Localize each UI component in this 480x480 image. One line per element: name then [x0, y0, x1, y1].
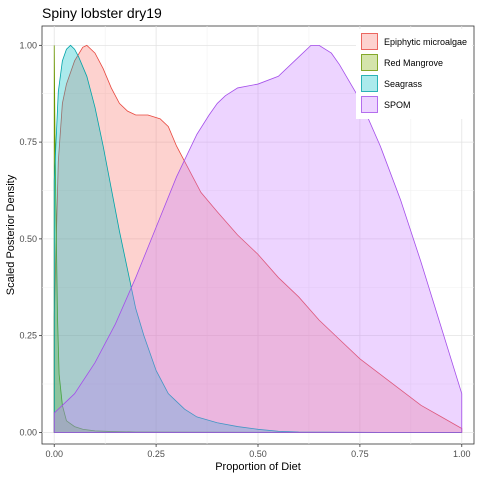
legend: Epiphytic microalgae Red Mangrove Seagrass… — [356, 29, 472, 119]
legend-key-spom — [361, 96, 378, 113]
y-tick-label: 0.25 — [19, 331, 37, 341]
legend-key-bg — [361, 54, 378, 71]
legend-key-bg — [361, 75, 378, 92]
x-tick-label: 0.25 — [147, 449, 165, 459]
x-tick-label: 1.00 — [453, 449, 471, 459]
legend-key-red-mangrove — [361, 54, 378, 71]
x-tick-label: 0.00 — [45, 449, 63, 459]
density-areas — [53, 44, 463, 433]
legend-key-bg — [361, 33, 378, 50]
x-tick-label: 0.50 — [249, 449, 267, 459]
y-tick-label: 0.00 — [19, 427, 37, 437]
y-axis-title: Scaled Posterior Density — [5, 174, 17, 295]
density-area-epiphytic-microalgae — [53, 44, 463, 433]
x-tick-label: 0.75 — [351, 449, 369, 459]
legend-key-seagrass — [361, 75, 378, 92]
x-axis-title: Proportion of Diet — [215, 461, 301, 473]
axis-layer: 0.00 0.25 0.50 0.75 1.00 0.00 0.25 0.50 0.75 1.00 — [19, 40, 470, 459]
legend-label-seagrass: Seagrass — [384, 79, 423, 89]
legend-key-epiphytic-microalgae — [361, 33, 378, 50]
chart-title: Spiny lobster dry19 — [42, 5, 162, 21]
y-tick-label: 1.00 — [19, 40, 37, 50]
density-area-spom — [53, 44, 463, 433]
density-area-seagrass — [53, 44, 462, 433]
legend-label-spom: SPOM — [384, 100, 411, 110]
y-tick-label: 0.50 — [19, 234, 37, 244]
legend-key-bg — [361, 96, 378, 113]
legend-label-red-mangrove: Red Mangrove — [384, 58, 443, 68]
y-tick-label: 0.75 — [19, 137, 37, 147]
legend-label-epiphytic-microalgae: Epiphytic microalgae — [384, 37, 467, 47]
